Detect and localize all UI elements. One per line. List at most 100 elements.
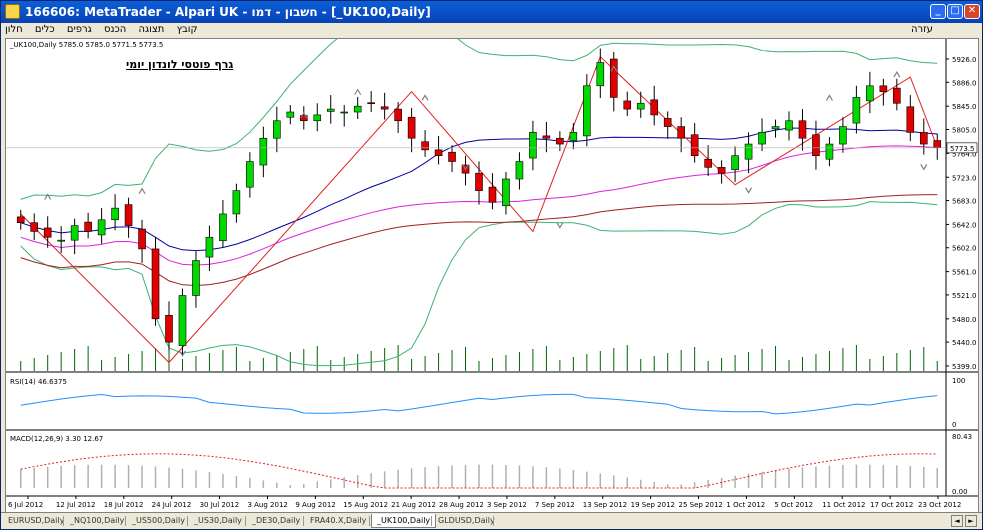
tab-separator [245, 516, 246, 526]
tab-separator [303, 516, 304, 526]
candle-body [690, 134, 699, 157]
candle-body [879, 85, 888, 92]
candle-body [313, 114, 322, 122]
fractal-arrow [354, 88, 362, 95]
candle-body [232, 190, 241, 215]
menu-bar: קובץ תצוגה הכנס גרפים כלים חלון עזרה [1, 23, 982, 38]
menu-file[interactable]: קובץ [176, 24, 198, 35]
candle-body [798, 120, 807, 139]
menu-help[interactable]: עזרה [911, 24, 933, 35]
date-tick-label: 9 Aug 2012 [295, 501, 335, 509]
candle-body [650, 99, 659, 116]
tab-separator [369, 516, 370, 526]
macd-signal-line [20, 453, 938, 489]
chart-tab[interactable]: _US500,Daily [132, 516, 185, 525]
candle-body [893, 87, 901, 104]
candle-body [758, 132, 766, 145]
candle-body [394, 108, 402, 122]
rsi-line [20, 393, 938, 415]
date-tick-label: 13 Sep 2012 [583, 501, 627, 509]
price-tick-label: 5723.0 [952, 174, 977, 182]
candle-body [124, 204, 133, 226]
rsi-tick-0: 0 [952, 421, 956, 429]
fractal-arrow [825, 94, 833, 101]
candle-body [785, 120, 793, 131]
candle-body [326, 108, 335, 112]
tab-separator [493, 516, 494, 526]
chart-tab[interactable]: _US30,Daily [194, 516, 242, 525]
candle-body [717, 167, 726, 174]
candle-body [636, 102, 645, 110]
tab-scroll-right-button[interactable]: ► [965, 515, 977, 527]
candle-body [219, 213, 227, 242]
candle-body [866, 85, 874, 102]
price-tick-label: 5440.0 [952, 339, 977, 347]
menu-tools[interactable]: כלים [34, 24, 55, 35]
menu-window[interactable]: חלון [5, 24, 23, 35]
menu-insert[interactable]: הכנס [103, 24, 127, 35]
candle-body [663, 118, 672, 127]
chart-tab[interactable]: _DE30,Daily [252, 516, 301, 525]
price-tick-label: 5399.0 [952, 363, 977, 371]
candle-body [367, 102, 375, 104]
candle-body [407, 116, 416, 139]
fractal-arrow [610, 65, 618, 72]
candle-body [246, 161, 254, 188]
chart-tab[interactable]: FRA40.X,Daily [310, 516, 367, 525]
candle-body [609, 58, 618, 98]
title-bar[interactable]: 166606: MetaTrader - Alpari UK - חשבון -… [1, 1, 982, 23]
candle-body [852, 97, 861, 124]
candle-body [353, 105, 362, 113]
date-tick-label: 28 Aug 2012 [439, 501, 484, 509]
chart-canvas[interactable]: 5926.0 5886.0 5845.0 5805.0 5764.0 5723.0 5683… [6, 39, 978, 512]
current-price-label: 5773.5 [950, 145, 975, 153]
fractal-arrow [44, 193, 52, 200]
date-tick-label: 30 Jul 2012 [200, 501, 240, 509]
tab-scroll-left-button[interactable]: ◄ [951, 515, 963, 527]
candle-body [906, 106, 915, 133]
candle-body [704, 158, 712, 168]
maximize-button[interactable]: □ [947, 4, 963, 19]
candle-body [825, 143, 834, 160]
price-tick-label: 5480.0 [952, 316, 977, 324]
candle-body [933, 140, 942, 148]
price-tick-label: 5764.0 [952, 150, 977, 158]
chart-tab[interactable]: GLDUSD,Daily [438, 516, 495, 525]
price-tick-label: 5805.0 [952, 126, 977, 134]
rsi-tick-100: 100 [952, 377, 965, 385]
candle-body [448, 151, 456, 162]
close-button[interactable]: ✕ [964, 4, 980, 19]
price-tick-label: 5602.0 [952, 245, 977, 253]
fractal-arrow [138, 187, 146, 194]
date-tick-label: 23 Oct 2012 [918, 501, 961, 509]
chart-tab[interactable]: _NQ100,Daily [70, 516, 125, 525]
fractal-arrow [745, 187, 753, 194]
candle-body [839, 126, 847, 145]
chart-area[interactable]: 5926.0 5886.0 5845.0 5805.0 5764.0 5723.0 5683… [5, 38, 979, 513]
price-tick-label: 5521.0 [952, 292, 977, 300]
candle-body [192, 260, 200, 296]
date-tick-label: 5 Oct 2012 [774, 501, 813, 509]
date-tick-label: 18 Jul 2012 [104, 501, 144, 509]
symbol-header: _UK100,Daily 5785.0 5785.0 5771.5 5773.5 [10, 41, 164, 49]
candle-body [812, 134, 820, 157]
candle-body [502, 178, 510, 207]
candle-body [380, 106, 389, 110]
fractal-arrow [920, 164, 928, 171]
candle-body [259, 137, 268, 166]
chart-tab[interactable]: _UK100,Daily [371, 514, 437, 528]
date-tick-label: 19 Sep 2012 [631, 501, 675, 509]
zigzag-line [20, 55, 938, 364]
chart-tab[interactable]: EURUSD,Daily [8, 516, 65, 525]
current-price-box [946, 142, 978, 154]
minimize-button[interactable]: _ [930, 4, 946, 19]
macd-label: MACD(12,26,9) 3.30 12.67 [10, 435, 104, 443]
ma-blue [20, 127, 938, 252]
candle-body [556, 137, 564, 145]
fractal-arrow [462, 164, 470, 171]
menu-charts[interactable]: גרפים [66, 24, 92, 35]
menu-view[interactable]: תצוגה [138, 24, 165, 35]
tab-separator [187, 516, 188, 526]
candle-body [138, 228, 146, 250]
